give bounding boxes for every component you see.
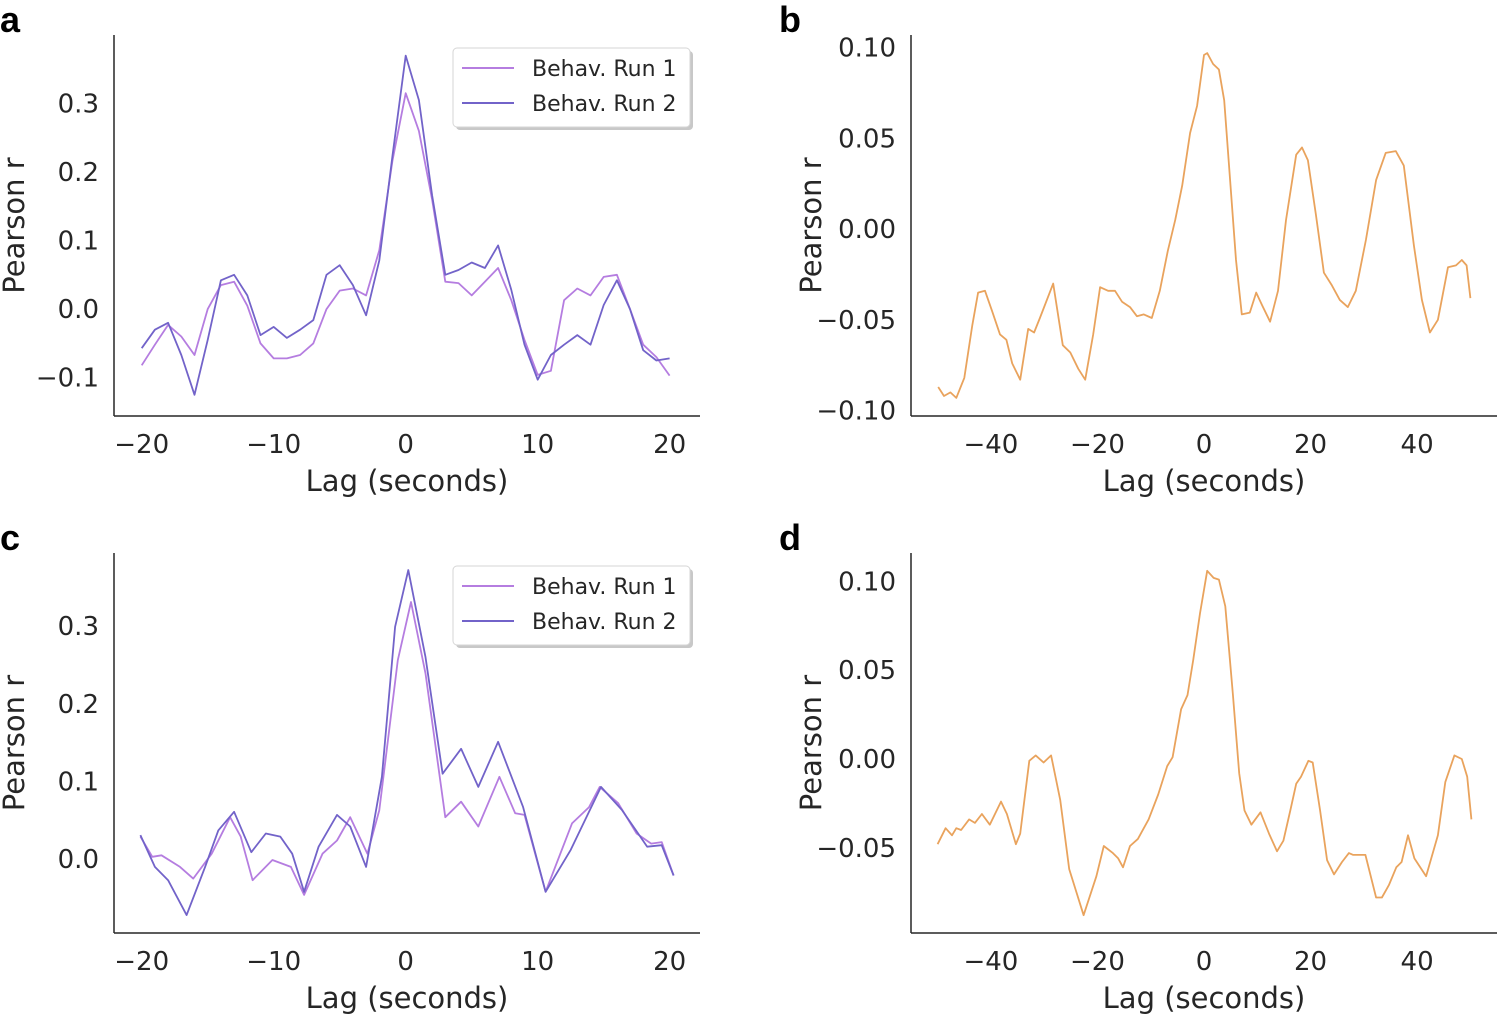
panel-letter: d — [779, 517, 801, 558]
y-tick-label: 0.0 — [58, 845, 99, 875]
y-tick-label: 0.1 — [58, 767, 99, 797]
y-tick-label: 0.0 — [58, 295, 99, 325]
x-tick-label: 0 — [397, 947, 414, 977]
series-line-behav-run-1 — [139, 601, 675, 896]
y-axis-label: Pearson r — [794, 157, 828, 293]
panel-letter: c — [0, 517, 20, 558]
x-tick-label: −10 — [246, 947, 301, 977]
series-line-behav-run-2 — [139, 569, 675, 916]
x-axis-label: Lag (seconds) — [1103, 464, 1306, 498]
legend: Behav. Run 1 Behav. Run 2 — [452, 565, 693, 648]
series-line-correlation — [937, 52, 1472, 399]
y-tick-label: −0.05 — [816, 306, 896, 336]
y-axis-label: Pearson r — [0, 157, 31, 293]
y-tick-label: 0.1 — [58, 227, 99, 257]
y-tick-label: −0.05 — [816, 834, 896, 864]
legend-label: Behav. Run 2 — [532, 610, 677, 635]
legend-label: Behav. Run 1 — [532, 57, 677, 82]
y-tick-label: 0.00 — [838, 215, 896, 245]
panel-letter: b — [779, 0, 801, 40]
panel-a: a −20 −10 0 10 20 −0.1 0.0 0.1 0.2 0.3 Lag (seconds… — [0, 0, 700, 498]
x-tick-label: 10 — [521, 947, 554, 977]
x-tick-label: −40 — [963, 947, 1018, 977]
y-axis-label: Pearson r — [794, 675, 828, 811]
y-tick-label: 0.10 — [838, 567, 896, 597]
y-tick-label: 0.05 — [838, 124, 896, 154]
x-tick-label: 10 — [521, 430, 554, 460]
panel-b: b −40 −20 0 20 40 −0.10 −0.05 0.00 0.05 0.10 Lag (s… — [779, 0, 1497, 498]
x-tick-label: 40 — [1401, 430, 1434, 460]
x-tick-label: 0 — [1196, 947, 1213, 977]
y-tick-label: −0.10 — [816, 397, 896, 427]
x-axis-label: Lag (seconds) — [1103, 981, 1306, 1015]
y-tick-label: 0.2 — [58, 158, 99, 188]
y-tick-label: 0.05 — [838, 656, 896, 686]
x-tick-label: −10 — [246, 430, 301, 460]
y-axis-label: Pearson r — [0, 675, 31, 811]
x-tick-label: −20 — [1070, 430, 1125, 460]
x-tick-label: −20 — [114, 430, 169, 460]
x-tick-label: 0 — [1196, 430, 1213, 460]
y-tick-label: 0.3 — [58, 90, 99, 120]
series-line-behav-run-2 — [140, 54, 670, 396]
legend: Behav. Run 1 Behav. Run 2 — [452, 47, 693, 130]
legend-label: Behav. Run 2 — [532, 92, 677, 117]
x-tick-label: 20 — [653, 430, 686, 460]
y-tick-label: 0.00 — [838, 745, 896, 775]
x-tick-label: 0 — [397, 430, 414, 460]
x-tick-label: −20 — [1070, 947, 1125, 977]
x-tick-label: 20 — [1294, 947, 1327, 977]
y-tick-label: 0.2 — [58, 690, 99, 720]
panel-letter: a — [0, 0, 21, 40]
x-tick-label: −20 — [114, 947, 169, 977]
x-axis-label: Lag (seconds) — [306, 981, 509, 1015]
legend-label: Behav. Run 1 — [532, 575, 677, 600]
x-tick-label: 40 — [1401, 947, 1434, 977]
x-axis-label: Lag (seconds) — [306, 464, 509, 498]
x-tick-label: −40 — [963, 430, 1018, 460]
x-tick-label: 20 — [1294, 430, 1327, 460]
series-line-behav-run-1 — [140, 92, 671, 377]
series-line-correlation — [936, 569, 1473, 917]
y-tick-label: 0.10 — [838, 34, 896, 64]
panel-c: c −20 −10 0 10 20 0.0 0.1 0.2 0.3 Lag (seconds) Pea… — [0, 517, 700, 1015]
y-tick-label: 0.3 — [58, 612, 99, 642]
panel-d: d −40 −20 0 20 40 −0.05 0.00 0.05 0.10 Lag (second… — [779, 517, 1497, 1015]
x-tick-label: 20 — [653, 947, 686, 977]
y-tick-label: −0.1 — [36, 364, 99, 394]
